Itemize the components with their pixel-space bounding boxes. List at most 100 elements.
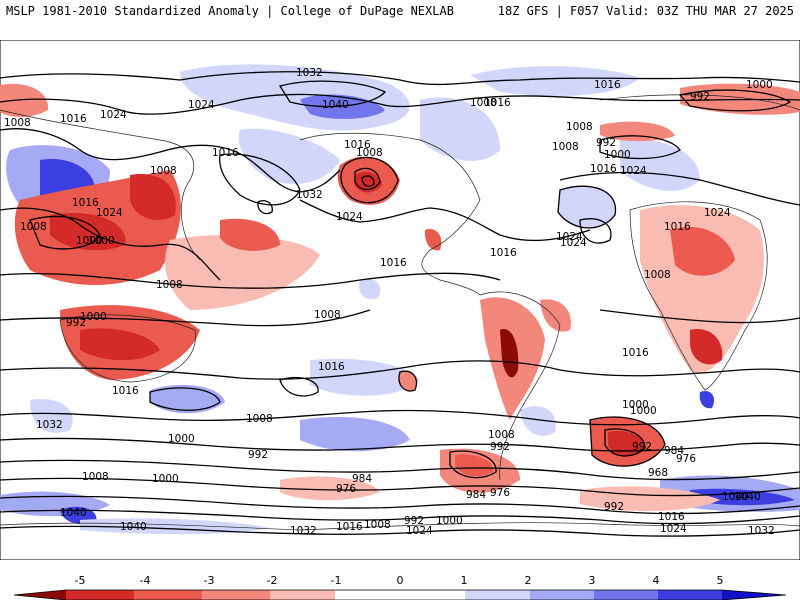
- isobar-label: 1000: [76, 235, 103, 247]
- positive-anomaly-region: [80, 518, 270, 535]
- positive-anomaly-region: [470, 66, 640, 96]
- isobar-label: 976: [676, 453, 696, 465]
- isobar-label: 1008: [314, 309, 341, 321]
- negative-anomaly-region: [130, 174, 176, 220]
- positive-anomaly-region: [420, 97, 500, 161]
- model-run-info: 18Z GFS | F057 Valid: 03Z THU MAR 27 202…: [497, 4, 794, 18]
- map-title: MSLP 1981-2010 Standardized Anomaly | Co…: [6, 4, 454, 18]
- isobar-labels: 1032 1040 1016 1024 1008 1016 1008 1016 …: [4, 67, 775, 537]
- isobar-label: 992: [604, 501, 624, 513]
- isobar-label: 1008: [150, 165, 177, 177]
- positive-anomaly-region: [300, 416, 410, 452]
- colorbar-tick-label: 1: [461, 574, 468, 587]
- positive-anomaly-region: [150, 384, 225, 414]
- isobar-label: 1016: [590, 163, 617, 175]
- isobar-label: 1016: [664, 221, 691, 233]
- isobar-label: 1000: [630, 405, 657, 417]
- isobar-label: 1024: [556, 231, 583, 243]
- isobar-label: 1040: [722, 491, 749, 503]
- isobar-label: 1016: [336, 521, 363, 533]
- negative-anomaly-region: [455, 454, 494, 477]
- isobar-label: 984: [466, 489, 486, 501]
- colorbar-tick-label: -2: [267, 574, 278, 587]
- isobar-label: 1000: [152, 473, 179, 485]
- isobar-label: 1008: [488, 429, 515, 441]
- colorbar-segment-neg3: [134, 590, 202, 600]
- isobar-label: 1008: [246, 413, 273, 425]
- isobar-label: 1024: [560, 237, 587, 249]
- isobar-label: 992: [632, 441, 652, 453]
- isobar-label: 1016: [60, 113, 87, 125]
- isobar-label: 968: [648, 467, 668, 479]
- negative-anomaly-region: [608, 430, 645, 457]
- isobar-label: 984: [664, 445, 684, 457]
- isobar-label: 1008: [356, 147, 383, 159]
- isobar-label: 1032: [36, 419, 63, 431]
- isobar-label: 1016: [594, 79, 621, 91]
- isobar-label: 1008: [4, 117, 31, 129]
- isobar-label: 1000: [168, 433, 195, 445]
- colorbar-segment-neg5: [14, 590, 66, 600]
- isobar-label: 1016: [72, 197, 99, 209]
- isobar-label: 1032: [296, 189, 323, 201]
- isobar-label: 1000: [436, 515, 463, 527]
- positive-anomaly-region: [520, 406, 556, 436]
- positive-anomaly-region: [30, 399, 73, 433]
- isobar-label: 976: [336, 483, 356, 495]
- isobar-label: 1000: [604, 149, 631, 161]
- colorbar-tick-label: 0: [397, 574, 404, 587]
- isobar-label: 1008: [552, 141, 579, 153]
- isobar-label: 1032: [748, 525, 775, 537]
- colorbar-segment-pos4: [658, 590, 722, 600]
- positive-anomaly-region: [558, 186, 616, 228]
- negative-anomaly-region: [50, 213, 126, 251]
- isobar-label: 1000: [88, 235, 115, 247]
- isobar-label: 1000: [746, 79, 773, 91]
- isobar-label: 984: [352, 473, 372, 485]
- isobar-label: 1008: [644, 269, 671, 281]
- isobar-label: 1000: [80, 311, 107, 323]
- negative-anomaly-region: [424, 229, 442, 251]
- colorbar-segment-neg2: [202, 590, 270, 600]
- isobar-label: 992: [66, 317, 86, 329]
- colorbar-segment-pos3: [594, 590, 658, 600]
- colorbar-tick-label: 3: [589, 574, 596, 587]
- isobar-label: 992: [596, 137, 616, 149]
- isobar-label: 1024: [704, 207, 731, 219]
- colorbar-segment-pos1: [465, 590, 530, 600]
- isobar-label: 1000: [622, 399, 649, 411]
- isobar-label: 1008: [82, 471, 109, 483]
- negative-anomaly-region: [580, 486, 720, 512]
- isobar-label: 1016: [318, 361, 345, 373]
- negative-anomaly-region: [280, 476, 380, 501]
- isobar-label: 1016: [658, 511, 685, 523]
- isobar-label: 1008: [156, 279, 183, 291]
- positive-anomaly-region: [238, 128, 340, 184]
- isobar-label: 1024: [336, 211, 363, 223]
- colorbar-segment-pos5: [722, 590, 786, 600]
- isobar-label: 1040: [120, 521, 147, 533]
- isobar-label: 1040: [734, 491, 761, 503]
- isobar-label: 1024: [100, 109, 127, 121]
- colorbar-tick-label: 4: [653, 574, 660, 587]
- isobar-label: 1008: [20, 221, 47, 233]
- isobar-label: 1016: [484, 97, 511, 109]
- isobar-label: 1024: [660, 523, 687, 535]
- negative-anomaly-region: [220, 218, 280, 251]
- isobar-label: 1024: [188, 99, 215, 111]
- colorbar-legend: -5 -4 -3 -2 -1 0 1 2 3 4 5: [13, 574, 787, 600]
- positive-anomaly-region: [699, 390, 715, 409]
- isobar-label: 976: [490, 487, 510, 499]
- isobar-label: 1024: [96, 207, 123, 219]
- isobar-label: 1040: [322, 99, 349, 111]
- positive-anomaly-region: [310, 358, 420, 396]
- isobar-label: 992: [490, 441, 510, 453]
- negative-anomaly-region: [0, 83, 49, 117]
- isobar-label: 1016: [112, 385, 139, 397]
- isobar-label: 992: [248, 449, 268, 461]
- colorbar-segment-neg4: [66, 590, 134, 600]
- negative-anomaly-region: [500, 329, 519, 378]
- anomaly-map: 1032 1040 1016 1024 1008 1016 1008 1016 …: [0, 40, 800, 560]
- negative-anomaly-region: [399, 371, 417, 391]
- colorbar-segment-neg1: [270, 590, 335, 600]
